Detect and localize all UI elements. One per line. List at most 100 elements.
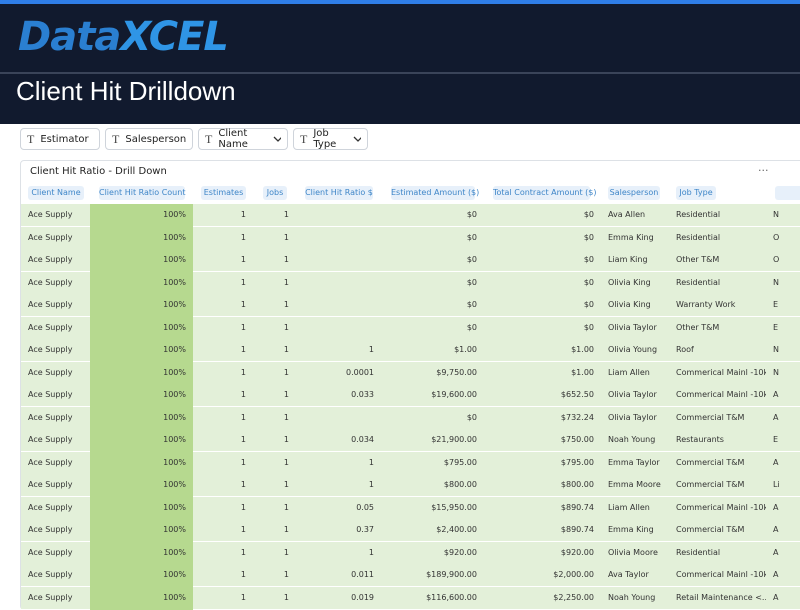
table-cell: $9,750.00 — [436, 367, 477, 377]
table-cell: E — [773, 322, 779, 332]
table-cell: $19,600.00 — [431, 390, 477, 399]
table-cell: E — [773, 435, 779, 444]
table-cell: $920.00 — [443, 547, 477, 557]
table-cell: Olivia Taylor — [608, 322, 657, 332]
table-cell: 0.011 — [351, 570, 374, 579]
column-header[interactable]: Estimates — [201, 186, 246, 200]
table-cell: 100% — [163, 592, 186, 602]
column-header[interactable] — [775, 186, 800, 200]
table-cell: Ace Supply — [28, 210, 73, 219]
table-cell: 100% — [163, 300, 186, 309]
table-cell: 1 — [283, 547, 289, 557]
highlight-cell — [90, 361, 193, 385]
highlight-cell — [90, 204, 193, 227]
table-cell: Ace Supply — [28, 480, 73, 489]
table-cell: 100% — [163, 412, 186, 422]
column-header[interactable]: Jobs — [263, 186, 287, 200]
table-cell: Ace Supply — [28, 435, 73, 444]
text-icon: T — [300, 131, 308, 146]
table-cell: E — [773, 300, 779, 309]
table-cell: 1 — [368, 547, 374, 557]
table-cell: Olivia Young — [608, 345, 658, 354]
table-cell: Commercial T&M — [676, 457, 745, 467]
table-cell: A — [773, 570, 779, 579]
column-header[interactable]: Job Type — [676, 186, 716, 200]
highlight-cell — [90, 384, 193, 407]
table-cell: $0 — [466, 210, 477, 219]
table-cell: Emma King — [608, 232, 654, 242]
table-cell: 100% — [163, 435, 186, 444]
filter-button[interactable]: T Estimator — [20, 128, 100, 150]
filter-button[interactable]: T Client Name — [198, 128, 288, 150]
filter-button[interactable]: T Job Type — [293, 128, 368, 150]
table-cell: 1 — [240, 322, 246, 332]
table-cell: Commerical Mainl -10k — [676, 390, 766, 399]
table-cell: 100% — [163, 277, 186, 287]
table-cell: 1 — [240, 345, 246, 354]
column-header[interactable]: Client Hit Ratio Count — [99, 186, 185, 200]
column-header[interactable]: Client Hit Ratio $ — [305, 186, 373, 200]
table-cell: $0 — [583, 255, 594, 264]
table-cell: $0 — [466, 300, 477, 309]
highlight-cell — [90, 429, 193, 452]
highlight-cell — [90, 541, 193, 565]
table-cell: Ace Supply — [28, 570, 73, 579]
table-cell: 1 — [240, 525, 246, 534]
table-cell: 1 — [240, 300, 246, 309]
table-cell: 1 — [240, 435, 246, 444]
chevron — [353, 136, 361, 142]
table-cell: Residential — [676, 210, 721, 219]
table-cell: Noah Young — [608, 435, 656, 444]
table-cell: 100% — [163, 390, 186, 399]
page-title: Client Hit Drilldown — [16, 76, 236, 106]
table-cell: 1 — [240, 255, 246, 264]
table-cell: A — [773, 457, 779, 467]
table-cell: 1 — [240, 390, 246, 399]
filter-button[interactable]: T Salesperson — [105, 128, 193, 150]
table-cell: N — [773, 367, 779, 377]
table-cell: $795.00 — [443, 457, 477, 467]
table-cell: Emma Taylor — [608, 457, 660, 467]
table-cell: 0.034 — [351, 435, 374, 444]
table-cell: Roof — [676, 345, 694, 354]
logo: DataXCEL — [18, 14, 229, 60]
table-cell: Other T&M — [676, 255, 720, 264]
table-cell: 1 — [368, 457, 374, 467]
table-cell: 1 — [283, 412, 289, 422]
text-icon: T — [112, 131, 120, 146]
table-cell: 1 — [283, 232, 289, 242]
table-cell: Ace Supply — [28, 502, 73, 512]
table-cell: A — [773, 502, 779, 512]
table-cell: 1 — [283, 367, 289, 377]
column-header[interactable]: Total Contract Amount ($) — [493, 186, 597, 200]
table-cell: Ace Supply — [28, 322, 73, 332]
column-header[interactable]: Salesperson — [608, 186, 660, 200]
table-cell: A — [773, 592, 779, 602]
table-cell: $890.74 — [560, 525, 594, 534]
table-cell: 1 — [283, 322, 289, 332]
table-cell: 100% — [163, 232, 186, 242]
table-cell: Commercial T&M — [676, 525, 745, 534]
column-header[interactable]: Estimated Amount ($) — [391, 186, 479, 200]
table-cell: 1 — [283, 255, 289, 264]
table-cell: 1 — [240, 232, 246, 242]
table-cell: Commerical Mainl -10k — [676, 367, 766, 377]
table-cell: 1 — [368, 345, 374, 354]
highlight-cell — [90, 496, 193, 520]
table-cell: $1.00 — [571, 367, 594, 377]
column-header[interactable]: Client Name — [28, 186, 84, 200]
table-cell: A — [773, 412, 779, 422]
table-cell: 100% — [163, 210, 186, 219]
table-cell: 0.033 — [351, 390, 374, 399]
table-cell: 100% — [163, 480, 186, 489]
table-cell: $890.74 — [560, 502, 594, 512]
table-cell: $0 — [466, 412, 477, 422]
table-cell: 1 — [283, 502, 289, 512]
table-cell: Restaurants — [676, 435, 724, 444]
table-cell: 0.37 — [356, 525, 374, 534]
table-cell: $0 — [583, 300, 594, 309]
table-cell: 100% — [163, 345, 186, 354]
table-cell: $15,950.00 — [431, 502, 477, 512]
table-cell: 1 — [283, 300, 289, 309]
card-menu[interactable]: ··· — [758, 164, 769, 177]
